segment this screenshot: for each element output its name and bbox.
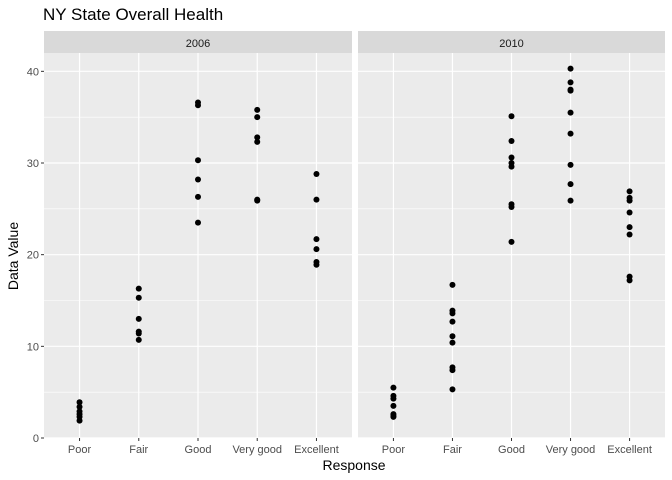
facet-panel-2006: 2006 Poor Fair Good Very good Excellent 0 10 20 3… (27, 31, 352, 456)
data-point (390, 395, 397, 402)
data-point (254, 114, 261, 121)
data-point (135, 330, 142, 337)
data-point (567, 65, 574, 72)
data-point (195, 219, 201, 226)
y-tick-label: 40 (27, 66, 39, 78)
data-point (135, 294, 142, 301)
data-point (449, 367, 456, 374)
data-point (135, 315, 142, 322)
data-point (195, 176, 201, 183)
facet-strip (44, 31, 352, 53)
data-point (508, 163, 515, 170)
data-point (76, 417, 83, 424)
data-point (195, 157, 201, 164)
x-tick-label: Fair (129, 444, 148, 456)
data-point (567, 130, 574, 137)
facet-panels: 2006 Poor Fair Good Very good Excellent 0 10 20 3… (27, 31, 665, 456)
data-point (626, 277, 633, 284)
data-point (449, 310, 456, 317)
data-point (313, 236, 320, 243)
data-point (626, 224, 633, 231)
data-point (567, 87, 574, 94)
facet-strip-label: 2006 (186, 38, 210, 50)
data-point (626, 231, 633, 238)
y-tick-label: 20 (27, 250, 39, 262)
x-tick-label: Good (498, 444, 525, 456)
data-point (254, 106, 261, 113)
data-point (508, 113, 515, 120)
chart-title: NY State Overall Health (43, 5, 223, 24)
facet-strip (358, 31, 665, 53)
data-point (508, 138, 515, 144)
data-point (390, 384, 397, 391)
data-point (195, 102, 201, 109)
data-point (567, 109, 574, 116)
data-point (195, 193, 201, 200)
data-point (313, 246, 320, 253)
y-tick-label: 10 (27, 341, 39, 353)
data-point (508, 238, 515, 245)
data-point (254, 197, 261, 204)
data-point (626, 188, 633, 195)
x-tick-label: Poor (68, 444, 92, 456)
data-point (313, 261, 320, 268)
data-point (626, 209, 633, 216)
data-point (390, 413, 397, 420)
data-point (508, 204, 515, 210)
data-point (449, 333, 456, 340)
facet-panel-2010: 2010 Poor Fair Good Very good Excellent (358, 31, 665, 456)
x-tick-label: Excellent (607, 444, 652, 456)
data-point (313, 196, 320, 203)
data-point (313, 171, 320, 177)
y-axis-title: Data Value (5, 222, 21, 290)
x-tick-label: Very good (546, 444, 596, 456)
facet-strip-label: 2010 (499, 38, 523, 50)
data-point (254, 138, 261, 145)
data-point (567, 197, 574, 204)
data-point (508, 154, 515, 161)
data-point (449, 281, 456, 288)
data-point (567, 79, 574, 86)
x-tick-label: Poor (382, 444, 406, 456)
data-point (567, 181, 574, 188)
data-point (626, 197, 633, 204)
data-point (449, 386, 456, 393)
x-tick-label: Fair (443, 444, 462, 456)
x-tick-label: Very good (232, 444, 282, 456)
x-tick-label: Good (185, 444, 212, 456)
y-tick-label: 30 (27, 158, 39, 170)
x-axis-title: Response (322, 457, 385, 473)
data-point (76, 399, 83, 406)
x-tick-label: Excellent (294, 444, 339, 456)
data-point (135, 285, 142, 292)
data-point (567, 161, 574, 168)
data-point (449, 339, 456, 346)
data-point (135, 336, 142, 343)
y-tick-label: 0 (33, 433, 39, 445)
data-point (254, 134, 261, 141)
data-point (449, 318, 456, 325)
data-point (76, 403, 83, 410)
data-point (390, 402, 397, 409)
